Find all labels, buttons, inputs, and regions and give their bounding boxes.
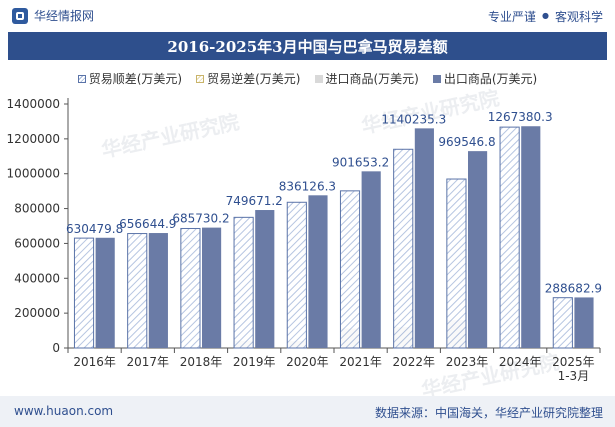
export-bar (148, 233, 168, 348)
surplus-data-label: 969546.8 (438, 135, 495, 149)
surplus-data-label: 836126.3 (279, 179, 336, 193)
legend-label-deficit: 贸易逆差(万美元) (207, 72, 301, 86)
x-tick-label: 2024年 (499, 355, 542, 369)
bar-layer (73, 126, 594, 349)
x-tick-label: 2018年 (180, 355, 223, 369)
legend-swatch-export (432, 74, 441, 83)
top-bar: 华经情报网 专业严谨 ● 客观科学 (0, 0, 615, 30)
slogan-separator: ● (542, 11, 549, 20)
export-bar (361, 171, 381, 348)
surplus-data-label: 1267380.3 (488, 110, 553, 124)
legend-swatch-deficit (196, 74, 205, 83)
legend-label-import: 进口商品(万美元) (325, 72, 419, 86)
x-tick-label: 2020年 (286, 355, 329, 369)
y-tick-label: 1400000 (7, 97, 60, 111)
brand-name: 华经情报网 (34, 9, 95, 23)
surplus-data-label: 901653.2 (332, 155, 389, 169)
surplus-bar (552, 297, 573, 349)
surplus-data-label: 685730.2 (172, 212, 229, 226)
legend-item-surplus[interactable]: 贸易顺差(万美元) (77, 70, 183, 87)
y-tick-label: 1200000 (7, 132, 60, 146)
surplus-data-label: 749671.2 (226, 194, 283, 208)
axis-layer: 0 200000 400000 600000 800000 1000000 1200000 1… (7, 97, 601, 383)
surplus-bar (499, 126, 520, 349)
surplus-bar (286, 201, 307, 349)
export-bar (308, 195, 328, 348)
title-bar: 2016-2025年3月中国与巴拿马贸易差额 (8, 32, 607, 60)
brand[interactable]: 华经情报网 (12, 7, 94, 24)
export-bar (468, 151, 488, 348)
y-tick-label: 0 (52, 341, 60, 355)
export-bar (414, 128, 434, 348)
surplus-data-label: 1140235.3 (381, 112, 446, 126)
export-bar (521, 126, 541, 348)
surplus-bar (73, 237, 95, 349)
legend-item-export[interactable]: 出口商品(万美元) (432, 70, 538, 87)
surplus-bar (339, 190, 361, 349)
brand-logo-icon (12, 7, 28, 24)
surplus-bar (393, 148, 414, 349)
surplus-data-label: 288682.9 (545, 281, 602, 295)
legend-label-surplus: 贸易顺差(万美元) (88, 72, 183, 86)
x-tick-label: 2023年 (446, 355, 489, 369)
y-tick-label: 600000 (14, 236, 60, 250)
slogan-left: 专业严谨 (487, 10, 536, 24)
footer: www.huaon.com 数据来源：中国海关，华经产业研究院整理 (0, 396, 615, 427)
surplus-data-label: 630479.8 (66, 222, 123, 236)
surplus-bar (233, 216, 254, 349)
y-tick-label: 800000 (14, 202, 60, 216)
y-tick-label: 1000000 (7, 167, 60, 181)
chart-title: 2016-2025年3月中国与巴拿马贸易差额 (167, 37, 448, 56)
export-bar (255, 210, 275, 348)
y-tick-label: 400000 (14, 271, 60, 285)
bar-chart: 0 200000 400000 600000 800000 1000000 1200000 1… (7, 97, 602, 383)
x-tick-label: 2025年 (552, 355, 595, 369)
footer-url-link[interactable]: www.huaon.com (14, 404, 114, 418)
x-tick-label: 2017年 (127, 355, 170, 369)
slogan: 专业严谨 ● 客观科学 (488, 8, 603, 25)
x-tick-label: 1-3月 (558, 369, 590, 383)
legend-swatch-surplus (77, 74, 86, 83)
legend-item-deficit[interactable]: 贸易逆差(万美元) (196, 70, 301, 87)
legend-item-import[interactable]: 进口商品(万美元) (314, 70, 419, 87)
x-tick-label: 2019年 (233, 355, 276, 369)
y-tick-label: 200000 (14, 306, 60, 320)
legend-swatch-import (314, 74, 323, 83)
export-bar (202, 227, 222, 348)
footer-source: 数据来源：中国海关，华经产业研究院整理 (374, 406, 603, 420)
chart-legend: 贸易顺差(万美元) 贸易逆差(万美元) 进口商品(万美元) 出口商品(万美元) (0, 70, 615, 87)
x-tick-label: 2021年 (339, 355, 382, 369)
export-bar (95, 237, 115, 348)
legend-label-export: 出口商品(万美元) (443, 72, 538, 86)
surplus-bar (180, 227, 201, 349)
export-bar (574, 297, 594, 348)
x-tick-label: 2016年 (73, 355, 116, 369)
surplus-bar (127, 233, 148, 349)
surplus-bar (446, 178, 467, 349)
slogan-right: 客观科学 (554, 10, 603, 24)
surplus-data-label: 656644.9 (119, 217, 176, 231)
x-tick-label: 2022年 (393, 355, 436, 369)
